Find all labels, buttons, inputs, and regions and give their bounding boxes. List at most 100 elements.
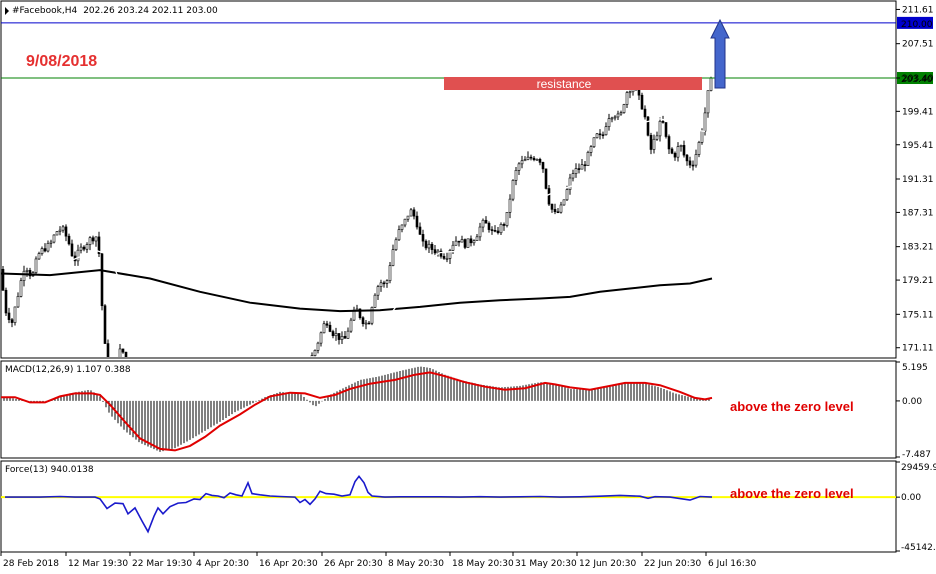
candle-body xyxy=(478,226,482,238)
candle-body xyxy=(85,244,89,250)
candle-body xyxy=(487,222,491,230)
price-tick-label: 211.61 xyxy=(902,5,934,15)
candle-body xyxy=(703,112,707,132)
time-tick-label: 12 Jun 20:30 xyxy=(579,559,636,569)
force-panel xyxy=(0,460,897,553)
price-tick-label: 191.31 xyxy=(902,175,934,185)
candle-body xyxy=(463,239,467,248)
macd-title: MACD(12,26,9) 1.107 0.388 xyxy=(5,365,131,375)
candle-body xyxy=(49,241,53,244)
candle-body xyxy=(511,180,515,200)
candle-body xyxy=(472,240,476,244)
candle-body xyxy=(451,244,455,251)
time-tick-label: 26 Apr 20:30 xyxy=(324,559,383,569)
candle-body xyxy=(22,270,26,281)
candle-body xyxy=(661,120,665,123)
candle-body xyxy=(514,170,518,181)
candle-body xyxy=(547,188,551,205)
candle-body xyxy=(646,116,650,136)
time-axis: 28 Feb 2018 12 Mar 19:30 22 Mar 19:30 4 Apr… xyxy=(0,552,757,569)
macd-signal-polyline xyxy=(1,371,713,452)
candle-body xyxy=(640,94,644,110)
candle-body xyxy=(385,280,389,284)
macd-tick-label: -7.487 xyxy=(902,450,931,460)
blue-level-line-label: 210.00 xyxy=(901,20,933,30)
candle-body xyxy=(445,258,449,260)
candle-body xyxy=(457,240,461,243)
candle-body xyxy=(691,164,695,167)
candle-body xyxy=(334,333,338,337)
force-tick-label: 0.00 xyxy=(901,493,921,503)
candle-body xyxy=(16,296,20,308)
candle-body xyxy=(535,159,539,161)
candle-body xyxy=(481,219,485,228)
candle-body xyxy=(10,319,14,323)
candle-body xyxy=(700,130,704,143)
candle-body xyxy=(340,335,344,340)
candle-body xyxy=(508,198,512,213)
candle-body xyxy=(25,270,29,272)
candle-body xyxy=(454,240,458,246)
candle-body xyxy=(310,355,314,357)
candle-body xyxy=(319,332,323,344)
candle-body xyxy=(622,104,626,113)
candle-body xyxy=(688,160,692,166)
candle-body xyxy=(121,348,125,353)
candle-body xyxy=(7,312,11,320)
macd-signal-line xyxy=(1,371,713,452)
candle-body xyxy=(616,113,620,118)
candle-body xyxy=(586,152,590,166)
candle-body xyxy=(643,108,647,118)
candle-body xyxy=(325,323,329,326)
candle-body xyxy=(358,308,362,319)
candle-body xyxy=(46,242,50,252)
symbol-arrow-icon xyxy=(5,7,9,15)
green-level-line-tag xyxy=(897,72,933,85)
candle-body xyxy=(373,294,377,308)
time-tick-label: 12 Mar 19:30 xyxy=(68,559,128,569)
candle-body xyxy=(589,146,593,153)
candle-body xyxy=(604,126,608,136)
candle-body xyxy=(103,305,107,344)
candle-body xyxy=(439,250,443,257)
candle-body xyxy=(337,333,341,340)
candle-body xyxy=(694,154,698,166)
candle-body xyxy=(442,256,446,259)
price-tick-label: 199.41 xyxy=(902,107,934,117)
candle-body xyxy=(544,168,548,189)
time-tick-label: 4 Apr 20:30 xyxy=(196,559,249,569)
macd-tick-label: 5.195 xyxy=(902,363,928,373)
candle-body xyxy=(409,209,413,217)
candle-body xyxy=(550,203,554,210)
candle-body xyxy=(67,235,71,245)
candle-body xyxy=(418,226,422,235)
time-tick-label: 28 Feb 2018 xyxy=(3,559,59,569)
force-tick-label: 29459.99 xyxy=(901,463,936,473)
candle-body xyxy=(430,243,434,250)
candle-body xyxy=(610,117,614,120)
macd-axis: 5.195 0.00 -7.487 xyxy=(896,361,931,460)
blue-level-line-tag xyxy=(897,16,933,29)
candle-body xyxy=(655,135,659,140)
candle-body xyxy=(565,189,569,201)
candle-body xyxy=(649,134,653,150)
candle-body xyxy=(562,199,566,206)
candle-body xyxy=(106,343,110,357)
candle-body xyxy=(625,92,629,105)
up-arrow-icon xyxy=(710,18,730,89)
candle-body xyxy=(613,116,617,119)
candle-body xyxy=(652,138,656,150)
candle-body xyxy=(91,237,95,242)
candle-body xyxy=(58,229,62,232)
candle-body xyxy=(70,243,74,257)
candle-body xyxy=(664,122,668,137)
candle-body xyxy=(403,218,407,226)
candle-body xyxy=(523,159,527,162)
candle-body xyxy=(520,160,524,165)
force-tick-label: -45142.2 xyxy=(901,543,936,553)
candle-body xyxy=(679,145,683,147)
candle-body xyxy=(670,148,674,154)
candle-body xyxy=(124,351,128,357)
macd-annotation: above the zero level xyxy=(730,399,854,414)
